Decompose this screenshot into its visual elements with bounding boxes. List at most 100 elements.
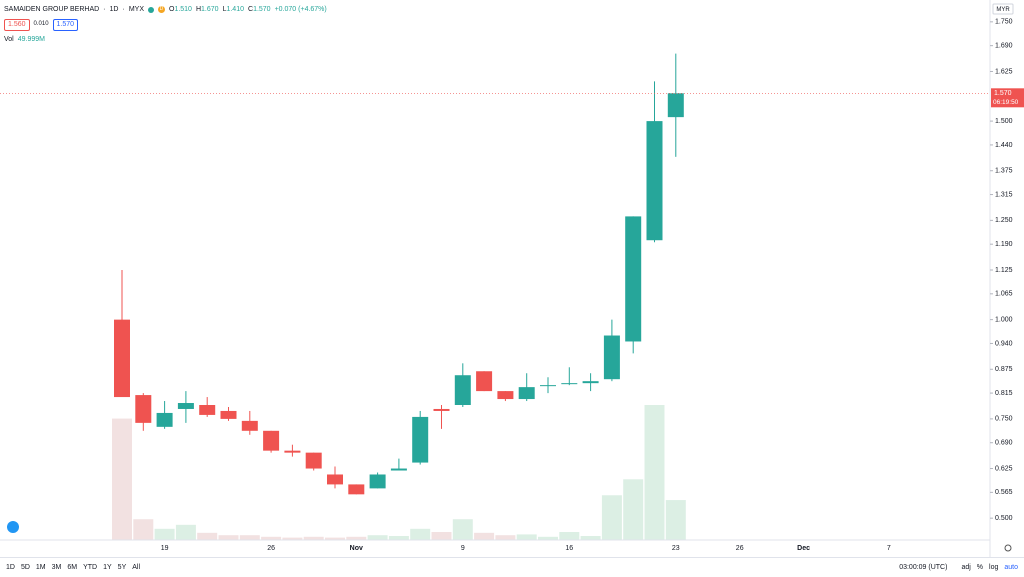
scale-option[interactable]: adj — [961, 564, 971, 571]
candle-body — [135, 395, 152, 423]
volume-bar — [516, 534, 537, 540]
candle-body — [540, 385, 556, 387]
candle-body — [284, 450, 301, 453]
ohlc-value: 1.670 — [201, 6, 219, 13]
volume-bar — [623, 479, 644, 540]
y-tick-label: 1.000 — [995, 316, 1013, 323]
candle-body — [327, 474, 343, 485]
candle-body — [177, 403, 194, 409]
volume-bar — [261, 536, 282, 540]
y-tick-label: 1.690 — [995, 43, 1013, 50]
candle-body — [369, 474, 386, 489]
countdown: 06:19:50 — [993, 99, 1019, 106]
candle-body — [390, 468, 407, 471]
range-button[interactable]: 1M — [35, 564, 46, 571]
y-tick-label: 0.940 — [995, 340, 1013, 347]
y-tick-label: 1.250 — [995, 217, 1013, 224]
candle-body — [263, 430, 280, 451]
range-button[interactable]: 3M — [51, 564, 62, 571]
volume-name: Vol — [4, 36, 14, 43]
volume-bar — [410, 528, 431, 540]
range-button[interactable]: 5Y — [117, 564, 127, 571]
y-tick-label: 0.815 — [995, 390, 1013, 397]
x-tick-label: 26 — [267, 545, 275, 552]
range-button[interactable]: All — [132, 564, 141, 571]
volume-bar — [495, 535, 516, 540]
volume-bar — [431, 532, 452, 540]
volume-bar — [538, 536, 558, 540]
ohlc-value: 1.510 — [174, 6, 192, 13]
volume-bar — [452, 519, 473, 540]
y-tick-label: 1.375 — [995, 168, 1013, 175]
logo-icon — [7, 521, 19, 533]
volume-bar — [303, 536, 324, 540]
candle-body — [518, 387, 535, 400]
spread: 0.010 — [33, 21, 49, 27]
x-tick-label: Nov — [350, 545, 363, 552]
legend: SAMAIDEN GROUP BERHAD · 1D · MYX D O1.510 H… — [4, 3, 327, 46]
volume-bar — [282, 537, 303, 540]
legend-title: SAMAIDEN GROUP BERHAD · 1D · MYX D O1.510 H… — [4, 3, 327, 16]
range-button[interactable]: 5D — [20, 564, 30, 571]
volume-bar — [239, 535, 260, 540]
change: +0.070 (+4.67%) — [274, 6, 327, 13]
bid[interactable]: 1.560 — [4, 18, 30, 31]
volume-bar — [665, 500, 686, 540]
volume-value: 49.999M — [17, 36, 45, 43]
ohlc-item: H1.670 — [196, 3, 219, 16]
status-dot — [147, 6, 154, 13]
x-tick-label: 9 — [461, 545, 465, 552]
candle-body — [646, 121, 663, 241]
candle-body — [603, 335, 620, 380]
range-button[interactable]: 6M — [67, 564, 78, 571]
candle-body — [667, 93, 684, 118]
price-axis — [990, 0, 1024, 557]
x-tick-label: 23 — [672, 545, 680, 552]
ohlc-key: H — [195, 6, 202, 13]
x-tick-label: 7 — [887, 545, 891, 552]
y-tick-label: 0.625 — [995, 465, 1013, 472]
candle-body — [348, 484, 365, 495]
candle-body — [220, 410, 237, 419]
volume-bar — [175, 524, 196, 540]
price-tag-label: 1.570 — [994, 90, 1012, 97]
x-tick-label: 19 — [161, 545, 169, 552]
currency: MYR — [996, 7, 1010, 13]
range-button[interactable]: 1D — [6, 564, 15, 571]
ohlc: O1.510 H1.670 L1.410 C1.570 — [169, 3, 271, 16]
candle-body — [156, 412, 173, 427]
volume-bar — [197, 532, 218, 540]
candle-body — [497, 391, 514, 400]
candle-body — [305, 452, 322, 469]
ohlc-key: O — [168, 6, 175, 13]
candle-body — [561, 383, 578, 385]
y-tick-label: 1.625 — [995, 68, 1013, 75]
volume-bar — [580, 536, 601, 540]
candle-body — [241, 420, 258, 431]
volume-bar — [218, 535, 239, 540]
ask[interactable]: 1.570 — [52, 18, 79, 31]
chart: 1926Nov9162326Dec7140.5000.5650.6250.690… — [0, 0, 1024, 557]
volume-bar — [388, 536, 409, 540]
volume-bar — [559, 532, 580, 540]
volume-bar — [325, 537, 345, 540]
clock: 03:00:09 (UTC) — [899, 564, 948, 571]
y-tick-label: 1.065 — [995, 291, 1013, 298]
exchange: MYX — [128, 6, 144, 13]
y-tick-label: 0.565 — [995, 489, 1013, 496]
scale-option[interactable]: auto — [1004, 564, 1018, 571]
range-button[interactable]: YTD — [83, 564, 98, 571]
symbol: SAMAIDEN GROUP BERHAD — [4, 6, 100, 13]
candle-body — [433, 408, 450, 411]
volume-legend: Vol 49.999M — [4, 33, 327, 46]
x-tick-label: 26 — [736, 545, 744, 552]
x-tick-label: 16 — [565, 545, 573, 552]
scale-option[interactable]: % — [976, 564, 984, 571]
candle-body — [199, 405, 216, 415]
scale-option[interactable]: log — [989, 564, 999, 571]
range-button[interactable]: 1Y — [103, 564, 112, 571]
ohlc-key: L — [222, 6, 227, 13]
y-tick-label: 0.875 — [995, 366, 1013, 373]
y-tick-label: 1.125 — [995, 267, 1013, 274]
